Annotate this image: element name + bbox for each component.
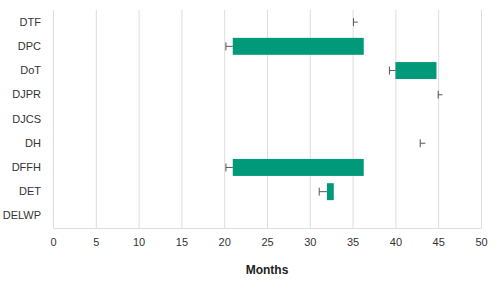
x-tick-label: 40 <box>390 236 402 248</box>
grid-line <box>395 10 396 228</box>
x-tick-label: 45 <box>433 236 445 248</box>
grid-line <box>438 10 439 228</box>
y-tick-label: DPC <box>18 40 41 52</box>
error-bar-cap <box>353 18 354 26</box>
error-bar-line <box>389 70 395 71</box>
y-tick: DET <box>19 185 41 197</box>
y-tick-label: DH <box>25 137 41 149</box>
x-tick: 5 <box>93 10 99 248</box>
error-bar-cap <box>438 91 439 99</box>
error-bar <box>438 91 442 99</box>
error-bar <box>353 18 357 26</box>
error-bar <box>420 139 425 147</box>
error-bar-line <box>353 22 357 23</box>
grid-line <box>139 10 140 228</box>
y-tick-label: DTF <box>20 16 42 28</box>
grid-line <box>481 10 482 228</box>
error-bar-line <box>226 46 233 47</box>
y-tick: DH <box>25 137 41 149</box>
x-axis-title: Months <box>246 263 289 277</box>
x-tick-label: 25 <box>261 236 273 248</box>
grid-line <box>181 10 182 228</box>
y-tick: DoT <box>20 64 41 76</box>
x-tick: 45 <box>433 10 445 248</box>
error-bar <box>389 67 395 75</box>
y-tick: DFFH <box>12 161 41 173</box>
x-axis: 0 5 10 15 20 25 30 35 40 45 50 <box>50 10 487 248</box>
x-tick-label: 30 <box>304 236 316 248</box>
bar <box>395 62 436 79</box>
error-bar-line <box>420 143 425 144</box>
error-bar-line <box>319 191 327 192</box>
y-tick-label: DJPR <box>12 88 41 100</box>
error-bar <box>226 42 233 50</box>
marks <box>226 18 443 200</box>
bar <box>233 159 364 176</box>
y-tick-label: DET <box>19 185 41 197</box>
error-bar-cap <box>225 42 226 50</box>
plot-area: 05101520253035404550DTFDPCDoTDJPRDJCSDHD… <box>3 10 488 248</box>
error-bar-line <box>438 94 442 95</box>
y-tick: DJPR <box>12 88 41 100</box>
chart-svg: 05101520253035404550DTFDPCDoTDJPRDJCSDHD… <box>0 0 500 284</box>
bar <box>327 183 334 200</box>
y-tick-label: DJCS <box>12 113 41 125</box>
y-axis: DTF DPC DoT DJPR DJCS DH DFFH DET DELWP <box>3 16 42 222</box>
error-bar-cap <box>389 67 390 75</box>
x-tick-label: 20 <box>219 236 231 248</box>
grid-line <box>96 10 97 228</box>
error-bar-cap <box>319 188 320 196</box>
y-tick-label: DFFH <box>12 161 41 173</box>
grid-line <box>224 10 225 228</box>
x-tick-label: 0 <box>50 236 56 248</box>
x-tick: 20 <box>219 10 231 248</box>
y-tick-label: DoT <box>20 64 41 76</box>
x-tick-label: 50 <box>475 236 487 248</box>
error-bar-cap <box>420 139 421 147</box>
y-tick: DJCS <box>12 113 41 125</box>
x-tick-label: 15 <box>176 236 188 248</box>
x-tick-label: 35 <box>347 236 359 248</box>
grid-line <box>53 10 54 228</box>
error-bar-line <box>226 167 233 168</box>
bar <box>233 38 364 55</box>
error-bar <box>319 188 327 196</box>
y-tick: DTF <box>20 16 42 28</box>
x-tick-label: 5 <box>93 236 99 248</box>
x-axis-line <box>54 10 482 229</box>
x-tick: 10 <box>133 10 145 248</box>
error-bar <box>226 163 233 171</box>
error-bar-cap <box>225 163 226 171</box>
x-tick: 40 <box>390 10 402 248</box>
x-tick: 0 <box>50 10 56 248</box>
y-tick: DELWP <box>3 209 41 221</box>
x-tick: 15 <box>176 10 188 248</box>
y-tick-label: DELWP <box>3 209 41 221</box>
chart-container: 05101520253035404550DTFDPCDoTDJPRDJCSDHD… <box>0 0 500 284</box>
x-tick: 50 <box>475 10 487 248</box>
y-tick: DPC <box>18 40 41 52</box>
x-tick-label: 10 <box>133 236 145 248</box>
